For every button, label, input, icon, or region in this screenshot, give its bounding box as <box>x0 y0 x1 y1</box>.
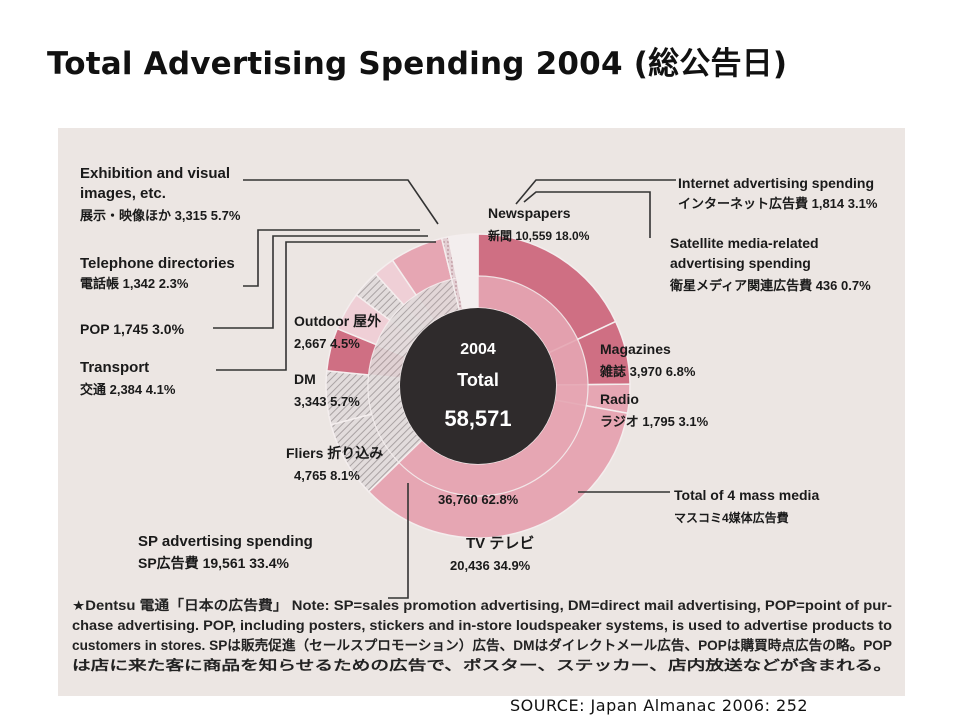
label-exhib-2: images, etc. <box>80 185 166 202</box>
center-label-2: Total <box>457 370 499 390</box>
label-news-2: 新聞 10,559 18.0% <box>488 228 590 243</box>
label-pop: POP 1,745 3.0% <box>80 321 185 337</box>
leader-sp <box>388 483 409 599</box>
label-outdoor-2: 2,667 4.5% <box>294 336 360 351</box>
label-sat-1: Satellite media-related <box>670 235 819 251</box>
footnote-line-3: customers in stores. SPは販売促進（セールスプロモーション… <box>72 637 892 653</box>
footnote-line-2: chase advertising. POP, including poster… <box>72 618 892 633</box>
label-radio-1: Radio <box>600 391 639 407</box>
label-mass-2: マスコミ4媒体広告費 <box>674 510 789 525</box>
label-net-1: Internet advertising spending <box>678 175 874 191</box>
source-citation: SOURCE: Japan Almanac 2006: 252 <box>510 696 809 715</box>
label-tv-2: 20,436 34.9% <box>450 558 531 573</box>
leader-phone <box>243 229 420 287</box>
label-transport-1: Transport <box>80 359 149 376</box>
label-mag-2: 雑誌 3,970 6.8% <box>599 364 696 379</box>
label-fliers-1: Fliers 折り込み <box>286 445 383 461</box>
label-sat-3: 衛星メディア関連広告費 436 0.7% <box>669 278 871 293</box>
label-fliers-2: 4,765 8.1% <box>294 468 360 483</box>
leader-pop <box>213 235 428 329</box>
slide-title: Total Advertising Spending 2004 (総公告日) <box>47 46 788 82</box>
label-sp-1: SP advertising spending <box>138 533 313 550</box>
label-sat-2: advertising spending <box>670 255 811 271</box>
label-net-2: インターネット広告費 1,814 3.1% <box>678 196 878 211</box>
label-sp-2: SP広告費 19,561 33.4% <box>138 555 290 571</box>
footnote-line-1: ★Dentsu 電通「日本の広告費」 Note: SP=sales promot… <box>72 597 892 613</box>
leader-exhib <box>243 179 439 225</box>
label-mass-value: 36,760 62.8% <box>438 492 519 507</box>
leader-sat <box>523 191 651 238</box>
label-mag-1: Magazines <box>600 341 671 357</box>
label-dm-2: 3,343 5.7% <box>294 394 360 409</box>
label-transport-2: 交通 2,384 4.1% <box>80 382 176 397</box>
label-outdoor-1: Outdoor 屋外 <box>294 313 381 329</box>
center-label-1: 2004 <box>460 341 496 358</box>
label-phone-2: 電話帳 1,342 2.3% <box>80 276 189 291</box>
label-exhib-1: Exhibition and visual <box>80 165 230 182</box>
label-news-1: Newspapers <box>488 205 571 221</box>
label-tv-1: TV テレビ <box>466 535 534 552</box>
label-exhib-3: 展示・映像ほか 3,315 5.7% <box>80 208 241 223</box>
label-mass-1: Total of 4 mass media <box>674 487 819 503</box>
leader-lines <box>213 179 676 599</box>
donut-chart: Exhibition and visual images, etc. 展示・映像ほか… <box>72 165 892 673</box>
footnote-line-4: は店に来た客に商品を知らせるための広告で、ポスター、ステッカー、店内放送などが含… <box>72 657 892 673</box>
label-radio-2: ラジオ 1,795 3.1% <box>600 414 709 429</box>
leader-transport <box>216 241 436 371</box>
label-dm-1: DM <box>294 371 316 387</box>
label-phone-1: Telephone directories <box>80 255 235 272</box>
scanned-chart-image: Exhibition and visual images, etc. 展示・映像ほか… <box>58 128 905 696</box>
leader-net <box>515 179 676 205</box>
center-disc <box>400 308 556 464</box>
center-label-3: 58,571 <box>444 406 511 431</box>
